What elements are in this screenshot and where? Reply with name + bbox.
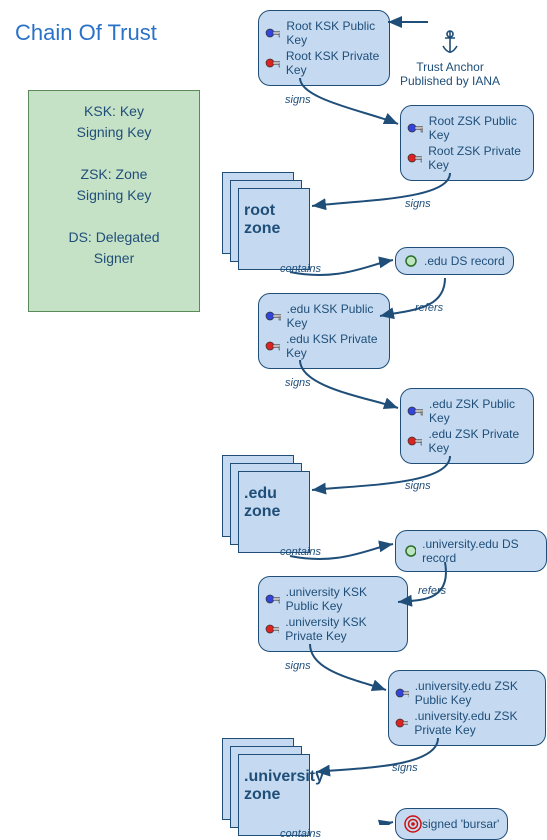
anchor-icon <box>435 28 465 58</box>
key-icon <box>407 434 422 448</box>
legend-line: Signing Key <box>39 185 189 206</box>
edge-label: signs <box>392 762 418 774</box>
public-key-label: Root ZSK Public Key <box>429 114 527 142</box>
trust-anchor-label: Trust Anchor Published by IANA <box>400 28 500 88</box>
ds-record-edu_ds: .edu DS record <box>395 247 514 275</box>
zone-label: .eduzone <box>244 485 280 521</box>
edge-label: signs <box>405 198 431 210</box>
key-icon <box>265 622 279 636</box>
zone-label: .universityzone <box>244 768 324 804</box>
private-key-label: .edu ZSK Private Key <box>428 427 527 455</box>
legend-box: KSK: Key Signing Key ZSK: Zone Signing K… <box>28 90 200 312</box>
ds-icon <box>404 544 416 558</box>
edge-label: signs <box>285 94 311 106</box>
legend-line: Signing Key <box>39 122 189 143</box>
public-key-label: .edu ZSK Public Key <box>429 397 527 425</box>
edge-label: refers <box>415 302 443 314</box>
signed-record-label: signed 'bursar' <box>422 817 499 831</box>
anchor-line: Published by IANA <box>400 74 500 88</box>
key-icon <box>395 686 409 700</box>
public-key-label: .edu KSK Public Key <box>287 302 383 330</box>
anchor-line: Trust Anchor <box>400 60 500 74</box>
legend-line: KSK: Key <box>39 101 189 122</box>
key-icon <box>265 592 280 606</box>
edge-label: signs <box>405 480 431 492</box>
key-box-root_ksk: Root KSK Public KeyRoot KSK Private Key <box>258 10 390 86</box>
ds-icon <box>404 254 418 268</box>
zone-uni: .universityzone <box>222 738 322 838</box>
key-icon <box>265 339 280 353</box>
private-key-label: .university.edu ZSK Private Key <box>414 709 539 737</box>
key-box-edu_zsk: .edu ZSK Public Key.edu ZSK Private Key <box>400 388 534 464</box>
edge-label: contains <box>280 828 321 840</box>
key-icon <box>265 309 281 323</box>
key-box-root_zsk: Root ZSK Public KeyRoot ZSK Private Key <box>400 105 534 181</box>
target-icon <box>404 815 422 833</box>
key-icon <box>407 404 423 418</box>
private-key-label: Root KSK Private Key <box>286 49 383 77</box>
legend-line: ZSK: Zone <box>39 164 189 185</box>
public-key-label: .university KSK Public Key <box>286 585 401 613</box>
private-key-label: .university KSK Private Key <box>285 615 401 643</box>
legend-line: DS: Delegated <box>39 227 189 248</box>
edge-label: signs <box>285 660 311 672</box>
key-icon <box>265 56 280 70</box>
private-key-label: .edu KSK Private Key <box>286 332 383 360</box>
key-icon <box>395 716 408 730</box>
private-key-label: Root ZSK Private Key <box>428 144 527 172</box>
edge-label: refers <box>418 585 446 597</box>
key-icon <box>265 26 280 40</box>
key-box-uni_zsk: .university.edu ZSK Public Key.universit… <box>388 670 546 746</box>
key-icon <box>407 151 422 165</box>
key-icon <box>407 121 423 135</box>
signed-record-box: signed 'bursar' <box>395 808 508 840</box>
ds-label: .university.edu DS record <box>422 537 538 565</box>
legend-line: Signer <box>39 248 189 269</box>
zone-root: rootzone <box>222 172 322 272</box>
ds-record-uni_ds: .university.edu DS record <box>395 530 547 572</box>
edge-label: contains <box>280 263 321 275</box>
zone-label: rootzone <box>244 202 280 238</box>
edge-label: signs <box>285 377 311 389</box>
public-key-label: Root KSK Public Key <box>286 19 383 47</box>
diagram-title: Chain Of Trust <box>15 20 157 46</box>
zone-edu: .eduzone <box>222 455 322 555</box>
edge-label: contains <box>280 546 321 558</box>
key-box-edu_ksk: .edu KSK Public Key.edu KSK Private Key <box>258 293 390 369</box>
public-key-label: .university.edu ZSK Public Key <box>415 679 539 707</box>
key-box-uni_ksk: .university KSK Public Key.university KS… <box>258 576 408 652</box>
ds-label: .edu DS record <box>424 254 505 268</box>
